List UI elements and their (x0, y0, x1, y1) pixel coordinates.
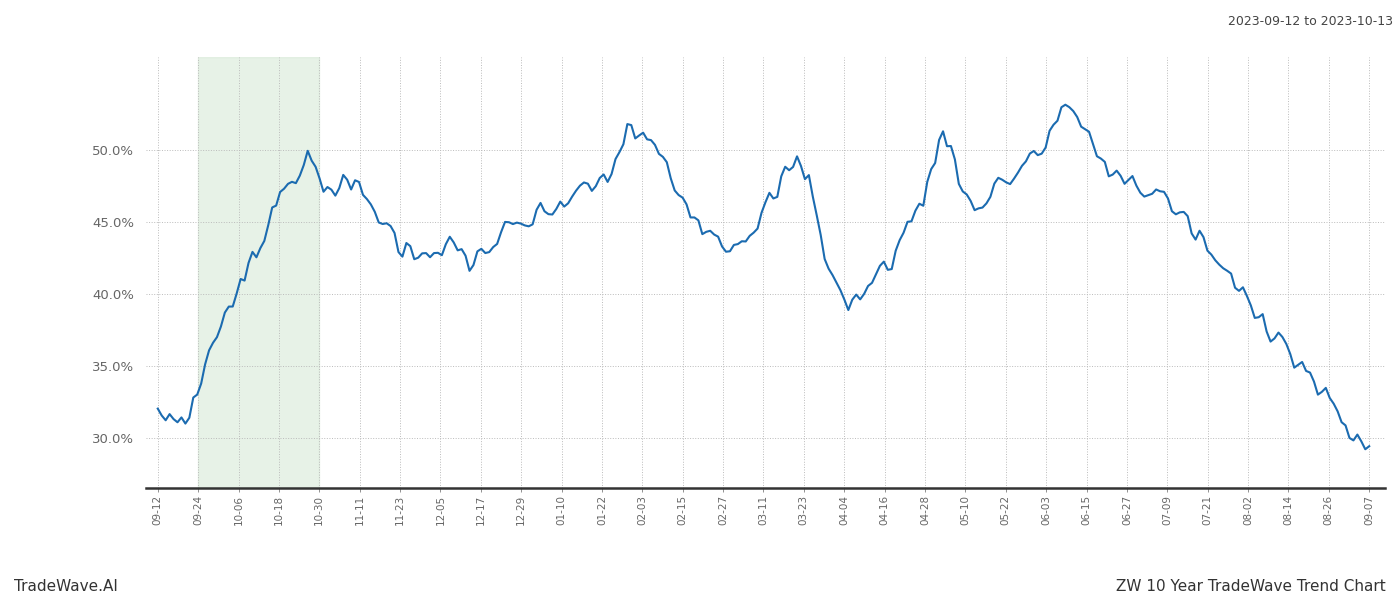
Text: 2023-09-12 to 2023-10-13: 2023-09-12 to 2023-10-13 (1228, 15, 1393, 28)
Text: TradeWave.AI: TradeWave.AI (14, 579, 118, 594)
Bar (199, 57, 319, 488)
Text: ZW 10 Year TradeWave Trend Chart: ZW 10 Year TradeWave Trend Chart (1116, 579, 1386, 594)
